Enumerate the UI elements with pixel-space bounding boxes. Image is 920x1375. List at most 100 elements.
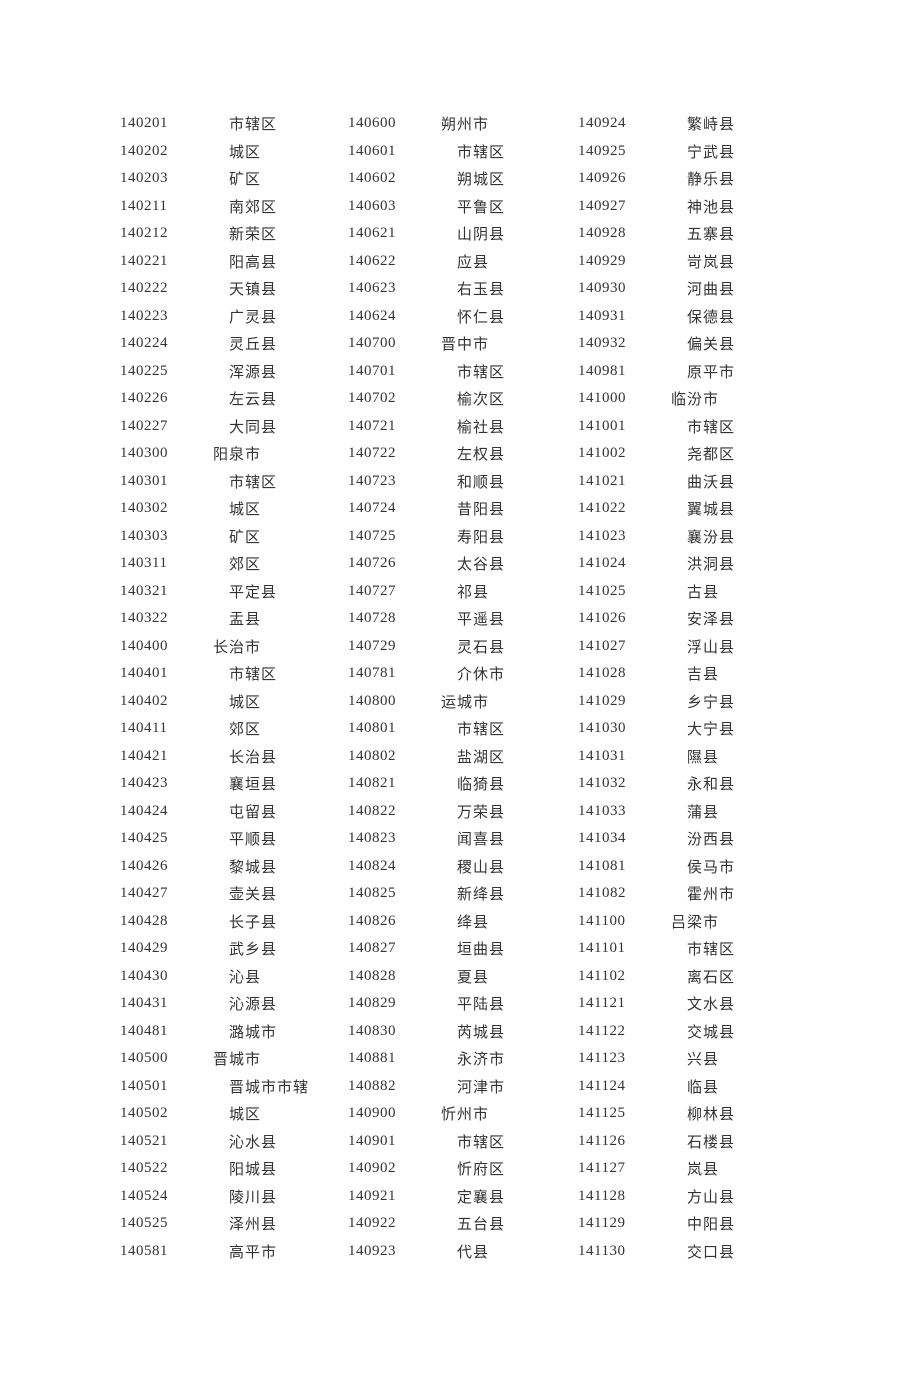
region-name: 翼城县 (653, 498, 806, 519)
table-row: 140401市辖区 (120, 660, 348, 688)
region-code: 141129 (578, 1215, 653, 1232)
table-row: 140500晋城市 (120, 1045, 348, 1073)
region-name: 市辖区 (653, 938, 806, 959)
region-name: 南郊区 (195, 196, 348, 217)
region-code: 140481 (120, 1023, 195, 1040)
table-row: 140524陵川县 (120, 1183, 348, 1211)
table-row: 141123兴县 (578, 1045, 806, 1073)
region-code: 140800 (348, 693, 423, 710)
table-row: 140928五寨县 (578, 220, 806, 248)
region-name: 泽州县 (195, 1213, 348, 1234)
column-3: 140924繁峙县140925宁武县140926静乐县140927神池县1409… (578, 110, 806, 1265)
table-row: 141002尧都区 (578, 440, 806, 468)
region-name: 昔阳县 (423, 498, 578, 519)
region-name: 矿区 (195, 168, 348, 189)
region-name: 沁水县 (195, 1131, 348, 1152)
table-row: 141125柳林县 (578, 1100, 806, 1128)
table-row: 140900忻州市 (348, 1100, 578, 1128)
region-code: 141102 (578, 968, 653, 985)
region-name: 壶关县 (195, 883, 348, 904)
region-name: 市辖区 (195, 471, 348, 492)
region-code: 140726 (348, 555, 423, 572)
region-code: 140802 (348, 748, 423, 765)
region-code: 140301 (120, 473, 195, 490)
region-code: 140300 (120, 445, 195, 462)
table-row: 140825新绛县 (348, 880, 578, 908)
region-name: 夏县 (423, 966, 578, 987)
table-row: 140481潞城市 (120, 1018, 348, 1046)
table-row: 140621山阴县 (348, 220, 578, 248)
table-row: 140701市辖区 (348, 358, 578, 386)
table-row: 141082霍州市 (578, 880, 806, 908)
region-name: 祁县 (423, 581, 578, 602)
region-name: 城区 (195, 691, 348, 712)
table-row: 140429武乡县 (120, 935, 348, 963)
table-row: 141081侯马市 (578, 853, 806, 881)
region-name: 朔城区 (423, 168, 578, 189)
table-row: 140829平陆县 (348, 990, 578, 1018)
region-name: 新绛县 (423, 883, 578, 904)
region-code: 141001 (578, 418, 653, 435)
region-name: 临县 (653, 1076, 806, 1097)
region-name: 繁峙县 (653, 113, 806, 134)
region-name: 侯马市 (653, 856, 806, 877)
region-name: 临猗县 (423, 773, 578, 794)
region-name: 晋中市 (423, 333, 578, 354)
table-row: 140431沁源县 (120, 990, 348, 1018)
table-row: 140725寿阳县 (348, 523, 578, 551)
region-name: 方山县 (653, 1186, 806, 1207)
region-name: 灵石县 (423, 636, 578, 657)
table-row: 140411郊区 (120, 715, 348, 743)
region-name: 曲沃县 (653, 471, 806, 492)
table-row: 140925宁武县 (578, 138, 806, 166)
region-code: 140729 (348, 638, 423, 655)
table-row: 140823闻喜县 (348, 825, 578, 853)
table-row: 140427壶关县 (120, 880, 348, 908)
region-name: 长治市 (195, 636, 348, 657)
region-code: 140222 (120, 280, 195, 297)
region-code: 141082 (578, 885, 653, 902)
region-name: 和顺县 (423, 471, 578, 492)
region-code: 140400 (120, 638, 195, 655)
region-name: 武乡县 (195, 938, 348, 959)
region-code: 141025 (578, 583, 653, 600)
region-code: 141029 (578, 693, 653, 710)
region-name: 介休市 (423, 663, 578, 684)
region-code: 141002 (578, 445, 653, 462)
region-code: 141032 (578, 775, 653, 792)
region-name: 浮山县 (653, 636, 806, 657)
region-code: 140821 (348, 775, 423, 792)
region-code: 140725 (348, 528, 423, 545)
region-name: 盐湖区 (423, 746, 578, 767)
region-code: 140623 (348, 280, 423, 297)
region-code: 140522 (120, 1160, 195, 1177)
region-code: 140227 (120, 418, 195, 435)
table-row: 141129中阳县 (578, 1210, 806, 1238)
table-row: 140981原平市 (578, 358, 806, 386)
table-row: 140502城区 (120, 1100, 348, 1128)
region-code: 140581 (120, 1243, 195, 1260)
region-code: 141128 (578, 1188, 653, 1205)
table-row: 140425平顺县 (120, 825, 348, 853)
region-name: 晋城市 (195, 1048, 348, 1069)
region-name: 山阴县 (423, 223, 578, 244)
region-code: 140727 (348, 583, 423, 600)
region-name: 长治县 (195, 746, 348, 767)
table-row: 140623右玉县 (348, 275, 578, 303)
region-name: 灵丘县 (195, 333, 348, 354)
region-name: 市辖区 (423, 718, 578, 739)
region-code: 140900 (348, 1105, 423, 1122)
region-name: 盂县 (195, 608, 348, 629)
region-code: 140600 (348, 115, 423, 132)
region-name: 兴县 (653, 1048, 806, 1069)
region-name: 闻喜县 (423, 828, 578, 849)
table-row: 140729灵石县 (348, 633, 578, 661)
region-code: 140423 (120, 775, 195, 792)
region-name: 市辖区 (653, 416, 806, 437)
region-code: 140311 (120, 555, 195, 572)
region-name: 左云县 (195, 388, 348, 409)
region-code: 140624 (348, 308, 423, 325)
region-name: 中阳县 (653, 1213, 806, 1234)
table-row: 141001市辖区 (578, 413, 806, 441)
region-name: 忻府区 (423, 1158, 578, 1179)
